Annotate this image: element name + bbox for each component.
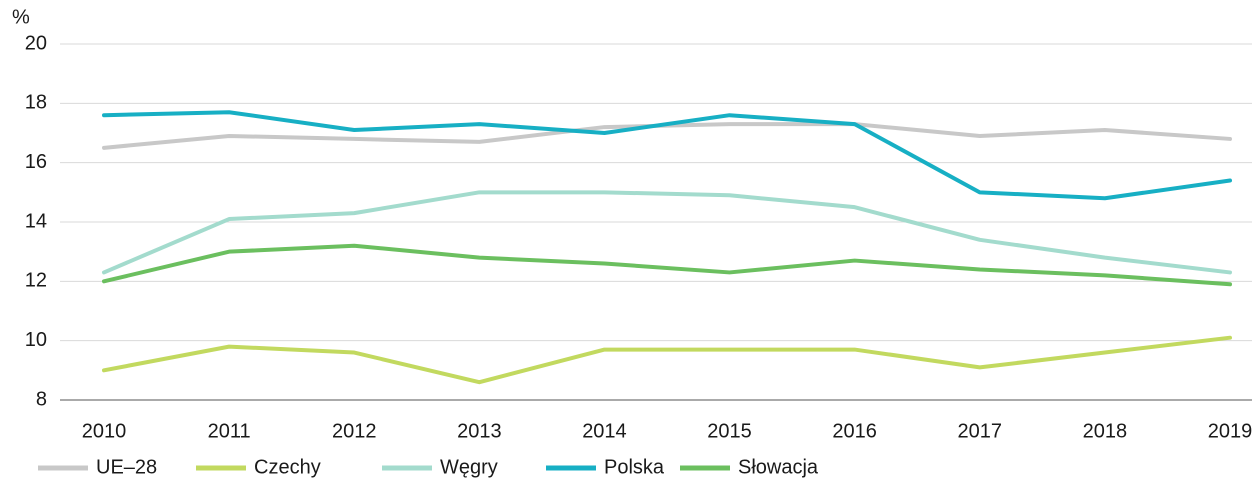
legend-label: Słowacja [738,456,819,478]
legend-label: Polska [604,456,665,478]
line [102,110,1232,201]
y-tick-label: 12 [25,270,47,292]
legend-label: UE–28 [96,456,157,478]
x-tick-label: 2011 [208,420,251,442]
y-tick-label: 8 [36,388,47,410]
y-tick-label: 18 [25,92,47,114]
line [102,190,1232,275]
legend-label: Węgry [440,456,498,478]
x-tick-label: 2014 [582,420,627,442]
y-tick-label: 16 [25,151,47,173]
x-tick-label: 2013 [457,420,502,442]
y-tick-label: 14 [25,210,47,232]
line [102,122,1232,150]
x-tick-label: 2010 [82,420,127,442]
x-tick-label: 2019 [1208,420,1253,442]
line [102,335,1232,385]
y-tick-label: 10 [25,329,47,351]
x-tick-label: 2017 [958,420,1003,442]
line [102,243,1232,287]
y-axis-label: % [12,6,30,28]
x-tick-label: 2018 [1083,420,1128,442]
x-tick-label: 2012 [332,420,377,442]
x-tick-label: 2016 [832,420,877,442]
y-tick-label: 20 [25,32,47,54]
legend-label: Czechy [254,456,321,478]
x-tick-label: 2015 [707,420,752,442]
